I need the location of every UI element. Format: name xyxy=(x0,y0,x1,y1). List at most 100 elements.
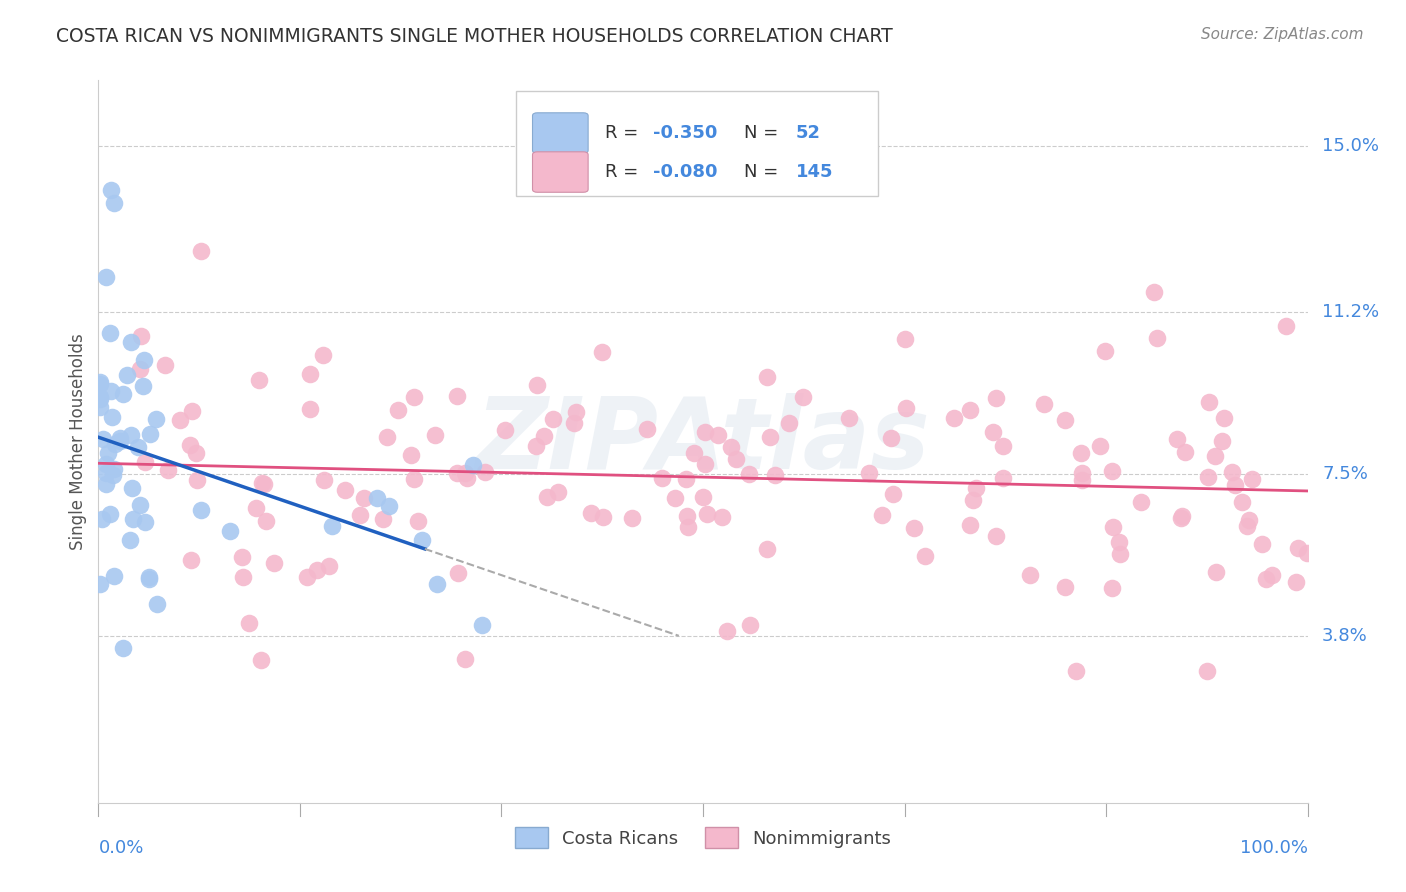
Y-axis label: Single Mother Households: Single Mother Households xyxy=(69,334,87,549)
Point xyxy=(101,467,124,482)
Point xyxy=(156,463,179,477)
Point xyxy=(146,597,169,611)
Point xyxy=(592,510,614,524)
Point xyxy=(1146,330,1168,344)
Point xyxy=(1108,535,1130,549)
Point xyxy=(1018,568,1040,582)
Point xyxy=(387,402,409,417)
Point xyxy=(253,477,276,491)
Text: 3.8%: 3.8% xyxy=(1322,627,1368,646)
Point xyxy=(965,481,987,495)
Point xyxy=(1230,495,1253,509)
Point xyxy=(94,467,117,481)
Point xyxy=(312,348,335,362)
Point xyxy=(103,569,125,583)
Point xyxy=(1053,413,1076,427)
Point xyxy=(366,491,388,505)
Point xyxy=(402,472,425,486)
Point xyxy=(763,468,786,483)
Point xyxy=(962,493,984,508)
Point xyxy=(959,518,981,533)
Point xyxy=(707,428,730,442)
Point xyxy=(94,269,117,284)
Text: 145: 145 xyxy=(796,163,834,181)
Point xyxy=(134,515,156,529)
Point xyxy=(756,369,779,384)
Point xyxy=(89,390,111,404)
Point xyxy=(1274,318,1296,333)
Point xyxy=(1170,511,1192,525)
Point xyxy=(526,377,548,392)
Point xyxy=(494,423,516,437)
Point xyxy=(1070,446,1092,460)
Point xyxy=(305,563,328,577)
Point xyxy=(1261,568,1284,582)
Point xyxy=(1223,477,1246,491)
Point xyxy=(1197,470,1219,484)
Point xyxy=(1211,434,1233,448)
Point xyxy=(250,475,273,490)
Point xyxy=(943,411,966,425)
Point xyxy=(312,473,335,487)
Point xyxy=(104,437,127,451)
Point xyxy=(97,445,120,459)
Point xyxy=(562,417,585,431)
Point xyxy=(94,477,117,491)
Text: ZIPAtlas: ZIPAtlas xyxy=(475,393,931,490)
Point xyxy=(179,438,201,452)
Point xyxy=(1204,449,1226,463)
Point xyxy=(1236,519,1258,533)
Point xyxy=(1250,537,1272,551)
Point xyxy=(100,384,122,398)
Point xyxy=(959,402,981,417)
Point xyxy=(321,518,343,533)
Point xyxy=(637,421,659,435)
Point xyxy=(94,457,117,471)
Point xyxy=(120,428,142,442)
Point xyxy=(186,473,208,487)
Point xyxy=(1295,546,1317,560)
Point xyxy=(1285,574,1308,589)
Point xyxy=(716,624,738,638)
Point xyxy=(682,446,704,460)
Point xyxy=(128,361,150,376)
Point xyxy=(463,458,485,473)
Point xyxy=(1071,466,1094,480)
Point xyxy=(297,569,319,583)
Point xyxy=(299,367,322,381)
Point xyxy=(591,344,613,359)
Point xyxy=(1286,541,1309,555)
Point xyxy=(98,326,121,341)
Point xyxy=(456,471,478,485)
Point xyxy=(108,434,131,449)
Point xyxy=(100,183,122,197)
Point xyxy=(134,352,156,367)
Point xyxy=(453,652,475,666)
Legend: Costa Ricans, Nonimmigrants: Costa Ricans, Nonimmigrants xyxy=(508,820,898,855)
Point xyxy=(696,508,718,522)
Point xyxy=(894,332,917,346)
Point xyxy=(1053,580,1076,594)
Point xyxy=(108,431,131,445)
Point xyxy=(232,570,254,584)
Point xyxy=(1071,473,1094,487)
Point xyxy=(620,511,643,525)
Point xyxy=(565,405,588,419)
Point xyxy=(541,412,564,426)
Point xyxy=(447,566,470,580)
Point xyxy=(738,467,761,481)
Point xyxy=(1220,465,1243,479)
Point xyxy=(533,429,555,443)
Point xyxy=(1205,566,1227,580)
Point xyxy=(993,470,1015,484)
Point xyxy=(453,466,475,480)
Point xyxy=(423,427,446,442)
FancyBboxPatch shape xyxy=(533,152,588,193)
Point xyxy=(882,487,904,501)
Point xyxy=(333,483,356,497)
Point xyxy=(247,373,270,387)
Point xyxy=(91,511,114,525)
Point xyxy=(1129,495,1152,509)
Point xyxy=(984,392,1007,406)
Point xyxy=(89,400,111,414)
